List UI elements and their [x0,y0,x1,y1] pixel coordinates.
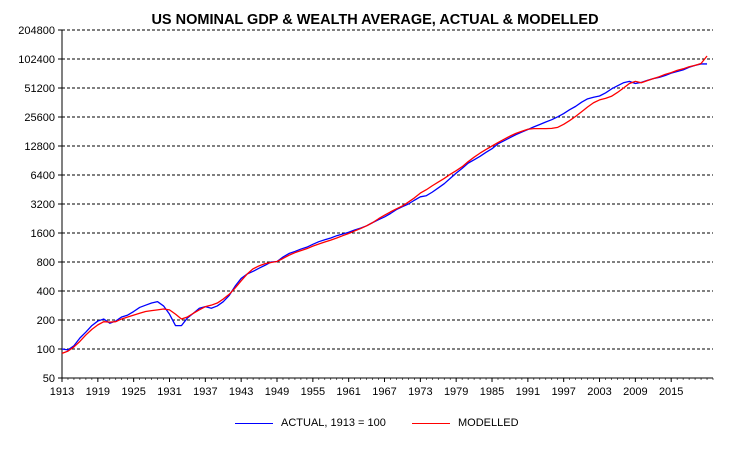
y-tick-label: 50 [43,373,55,385]
y-tick-label: 204800 [18,25,55,37]
x-tick-label: 1931 [157,386,181,398]
y-tick-label: 102400 [18,54,55,66]
x-tick-label: 1997 [551,386,575,398]
y-tick-label: 400 [37,286,55,298]
x-tick-label: 1985 [480,386,504,398]
x-tick-label: 1973 [408,386,432,398]
y-tick-label: 200 [37,315,55,327]
x-tick-label: 1991 [516,386,540,398]
y-tick-label: 800 [37,257,55,269]
series-line-modelled [61,55,708,355]
y-tick-label: 100 [37,344,55,356]
series-line-actual [61,63,708,351]
legend-swatch-modelled [412,422,450,424]
x-tick-label: 1913 [50,386,74,398]
y-tick-labels: 50 100 200 400 800 1600 3200 6400 12800 25600 5120… [18,25,55,385]
series-layer [61,55,708,355]
x-tick-label: 1955 [301,386,325,398]
legend-label-modelled: MODELLED [458,417,519,429]
y-tick-label: 1600 [31,228,55,240]
x-tick-label: 1943 [229,386,253,398]
legend-label-actual: ACTUAL, 1913 = 100 [281,417,386,429]
y-tick-label: 12800 [24,141,55,153]
legend-item-actual: ACTUAL, 1913 = 100 [235,417,386,429]
legend-item-modelled: MODELLED [412,417,519,429]
axes [58,29,714,382]
x-tick-label: 2003 [587,386,611,398]
x-tick-label: 1937 [193,386,217,398]
y-tick-label: 25600 [24,112,55,124]
x-tick-label: 2009 [623,386,647,398]
x-tick-labels: 1913 1919 1925 1931 1937 1943 1949 1955 1961 1967… [50,386,684,398]
x-tick-label: 1961 [336,386,360,398]
y-tick-label: 6400 [31,170,55,182]
y-tick-label: 51200 [24,83,55,95]
x-tick-label: 2015 [659,386,683,398]
x-tick-label: 1979 [444,386,468,398]
legend-swatch-actual [235,422,273,424]
legend: ACTUAL, 1913 = 100 MODELLED [0,417,750,433]
chart-title: US NOMINAL GDP & WEALTH AVERAGE, ACTUAL … [151,12,599,28]
x-tick-label: 1949 [265,386,289,398]
x-tick-label: 1919 [86,386,110,398]
grid-layer [62,29,713,350]
y-tick-label: 3200 [31,199,55,211]
x-tick-label: 1967 [372,386,396,398]
x-tick-label: 1925 [121,386,145,398]
